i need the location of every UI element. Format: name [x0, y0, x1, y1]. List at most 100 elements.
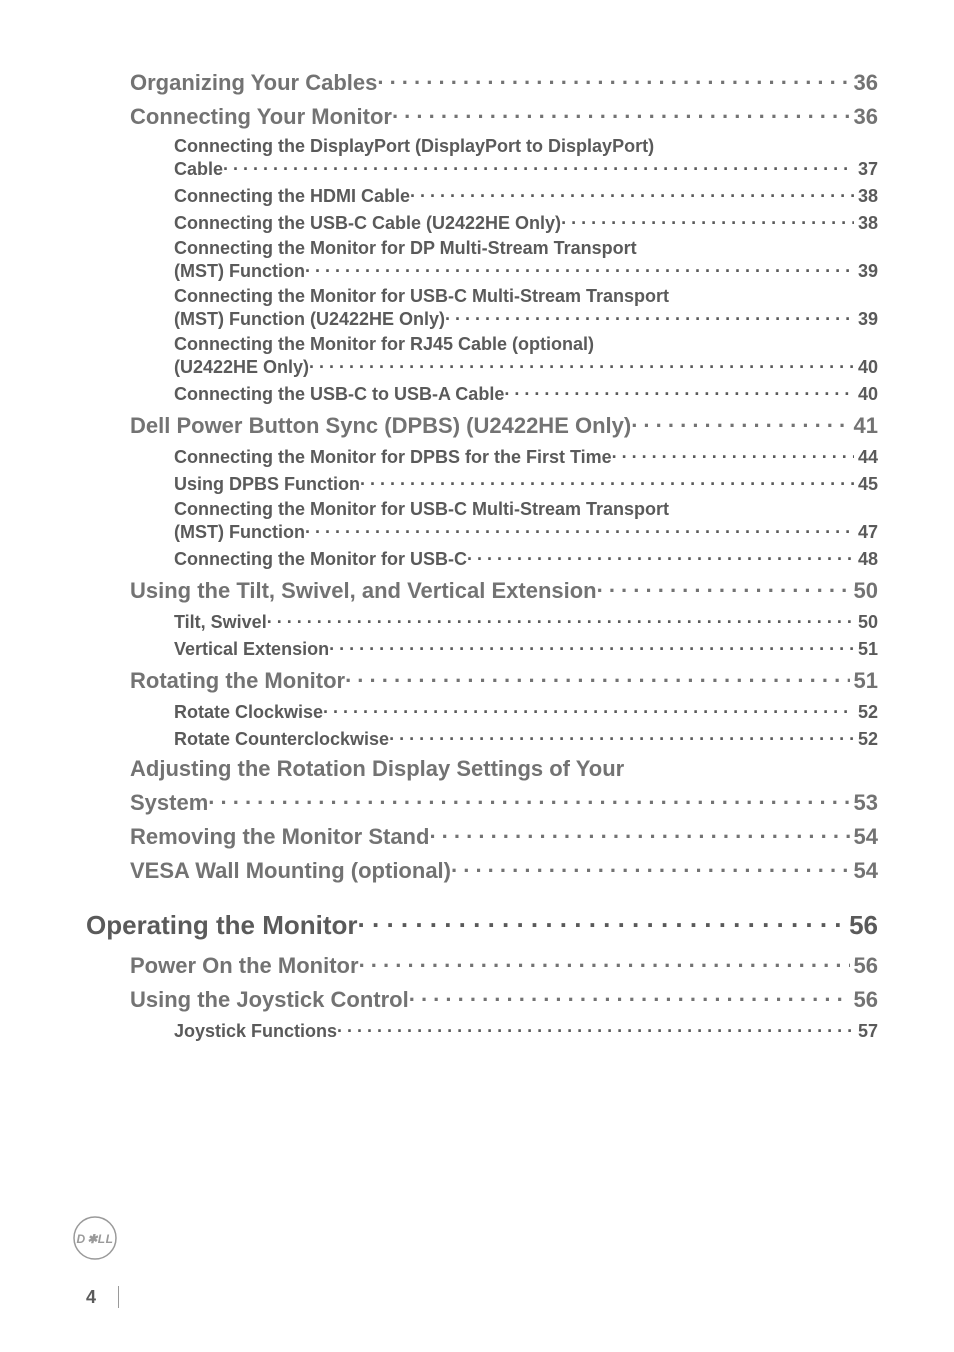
toc-title: Connecting the Monitor for USB-C Multi-S… — [174, 286, 669, 306]
toc-leader-dots — [223, 157, 854, 175]
toc-entry: Tilt, Swivel50 — [86, 610, 878, 633]
table-of-contents: Organizing Your Cables36Connecting Your … — [86, 68, 878, 1042]
toc-title: Rotating the Monitor — [130, 668, 345, 694]
toc-title: Rotate Counterclockwise — [174, 729, 389, 750]
toc-entry-line1: Connecting the Monitor for DP Multi-Stre… — [86, 238, 878, 259]
toc-leader-dots — [345, 666, 849, 688]
toc-entry: Connecting the USB-C to USB-A Cable40 — [86, 382, 878, 405]
toc-leader-dots — [597, 576, 850, 598]
toc-leader-dots — [410, 184, 854, 202]
toc-title: Connecting the Monitor for DPBS for the … — [174, 447, 612, 468]
toc-page-number: 51 — [854, 639, 878, 660]
toc-entry: Vertical Extension 51 — [86, 637, 878, 660]
toc-entry: VESA Wall Mounting (optional)54 — [86, 856, 878, 884]
toc-entry-line2: (U2422HE Only)40 — [86, 355, 878, 378]
toc-entry: Using the Joystick Control56 — [86, 985, 878, 1013]
toc-title-cont: (U2422HE Only) — [174, 357, 309, 378]
toc-title: VESA Wall Mounting (optional) — [130, 858, 451, 884]
toc-entry: Joystick Functions 57 — [86, 1019, 878, 1042]
toc-entry-line1: Connecting the Monitor for USB-C Multi-S… — [86, 286, 878, 307]
toc-leader-dots — [504, 382, 854, 400]
toc-leader-dots — [337, 1019, 854, 1037]
toc-leader-dots — [451, 856, 850, 878]
toc-title-cont: System — [130, 790, 208, 816]
toc-entry: Operating the Monitor 56 — [86, 908, 878, 941]
page-footer: 4 — [86, 1286, 119, 1308]
toc-leader-dots — [360, 472, 854, 490]
toc-title: Vertical Extension — [174, 639, 329, 660]
toc-leader-dots — [305, 520, 854, 538]
toc-title: Connecting the Monitor for USB-C Multi-S… — [174, 499, 669, 519]
toc-leader-dots — [329, 637, 854, 655]
toc-page-number: 38 — [854, 213, 878, 234]
toc-title: Removing the Monitor Stand — [130, 824, 429, 850]
toc-page-number: 51 — [850, 668, 878, 694]
toc-title: Organizing Your Cables — [130, 70, 377, 96]
toc-page-number: 50 — [850, 578, 878, 604]
toc-page-number: 52 — [854, 702, 878, 723]
toc-title: Operating the Monitor — [86, 910, 358, 941]
toc-entry-line1: Adjusting the Rotation Display Settings … — [86, 756, 878, 782]
toc-entry: Connecting the Monitor for USB-C48 — [86, 547, 878, 570]
toc-page-number: 56 — [845, 910, 878, 941]
toc-page-number: 54 — [850, 824, 878, 850]
toc-page-number: 41 — [850, 413, 878, 439]
toc-title: Joystick Functions — [174, 1021, 337, 1042]
toc-entry: Dell Power Button Sync (DPBS) (U2422HE O… — [86, 411, 878, 439]
page-container: Organizing Your Cables36Connecting Your … — [0, 0, 954, 1352]
toc-entry-line2: (MST) Function (U2422HE Only)39 — [86, 307, 878, 330]
toc-page-number: 39 — [854, 309, 878, 330]
toc-leader-dots — [359, 951, 850, 973]
toc-entry: Connecting the Monitor for DPBS for the … — [86, 445, 878, 468]
toc-leader-dots — [377, 68, 849, 90]
toc-title: Using DPBS Function — [174, 474, 360, 495]
toc-leader-dots — [612, 445, 854, 463]
footer-divider — [118, 1286, 119, 1308]
toc-page-number: 53 — [850, 790, 878, 816]
toc-title: Adjusting the Rotation Display Settings … — [130, 756, 624, 781]
dell-logo-icon: D ✱LL — [72, 1215, 118, 1266]
toc-leader-dots — [392, 102, 850, 124]
toc-entry-line2: (MST) Function47 — [86, 520, 878, 543]
toc-title: Connecting the HDMI Cable — [174, 186, 410, 207]
toc-page-number: 57 — [854, 1021, 878, 1042]
toc-title-cont: (MST) Function — [174, 261, 305, 282]
toc-entry: Connecting Your Monitor36 — [86, 102, 878, 130]
toc-page-number: 56 — [850, 987, 878, 1013]
toc-entry-line1: Connecting the DisplayPort (DisplayPort … — [86, 136, 878, 157]
toc-entry-line2: Cable37 — [86, 157, 878, 180]
toc-page-number: 36 — [850, 104, 878, 130]
toc-entry: Connecting the HDMI Cable38 — [86, 184, 878, 207]
toc-title: Connecting the USB-C to USB-A Cable — [174, 384, 504, 405]
toc-leader-dots — [267, 610, 854, 628]
toc-page-number: 37 — [854, 159, 878, 180]
toc-leader-dots — [561, 211, 854, 229]
toc-leader-dots — [631, 411, 849, 433]
toc-title: Using the Tilt, Swivel, and Vertical Ext… — [130, 578, 597, 604]
toc-leader-dots — [389, 727, 854, 745]
toc-title: Rotate Clockwise — [174, 702, 323, 723]
toc-leader-dots — [358, 908, 846, 934]
toc-page-number: 36 — [850, 70, 878, 96]
toc-entry-line1: Connecting the Monitor for RJ45 Cable (o… — [86, 334, 878, 355]
toc-title: Connecting the USB-C Cable (U2422HE Only… — [174, 213, 561, 234]
toc-title: Connecting the Monitor for RJ45 Cable (o… — [174, 334, 594, 354]
toc-entry: Rotate Counterclockwise 52 — [86, 727, 878, 750]
toc-title: Connecting the DisplayPort (DisplayPort … — [174, 136, 654, 156]
toc-leader-dots — [467, 547, 854, 565]
toc-page-number: 52 — [854, 729, 878, 750]
toc-title: Power On the Monitor — [130, 953, 359, 979]
toc-title: Connecting the Monitor for USB-C — [174, 549, 467, 570]
toc-entry-line2: (MST) Function39 — [86, 259, 878, 282]
toc-entry-line1: Connecting the Monitor for USB-C Multi-S… — [86, 499, 878, 520]
toc-entry: Removing the Monitor Stand 54 — [86, 822, 878, 850]
toc-page-number: 44 — [854, 447, 878, 468]
page-number: 4 — [86, 1287, 96, 1308]
toc-entry: Using DPBS Function45 — [86, 472, 878, 495]
toc-entry: Rotate Clockwise 52 — [86, 700, 878, 723]
svg-text:D ✱LL: D ✱LL — [77, 1232, 114, 1246]
toc-entry: Organizing Your Cables 36 — [86, 68, 878, 96]
toc-leader-dots — [208, 788, 849, 810]
toc-page-number: 56 — [850, 953, 878, 979]
toc-entry: Using the Tilt, Swivel, and Vertical Ext… — [86, 576, 878, 604]
